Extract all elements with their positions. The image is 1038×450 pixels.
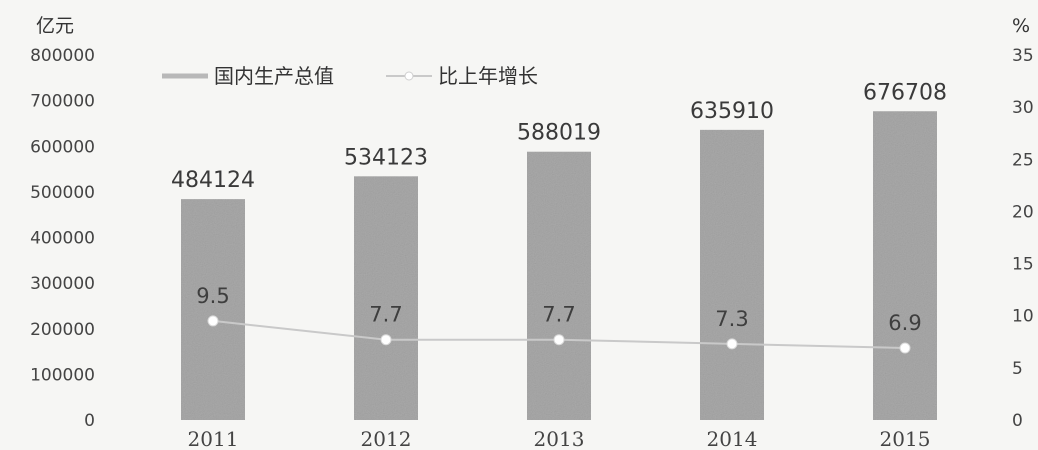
growth-value-label: 7.7 — [369, 303, 402, 327]
left-axis-tick-label: 700000 — [30, 92, 95, 112]
left-axis-unit: 亿元 — [36, 15, 74, 37]
growth-point — [726, 338, 738, 350]
growth-value-label: 7.7 — [542, 303, 575, 327]
growth-point — [553, 334, 565, 346]
left-axis-tick-label: 500000 — [30, 183, 95, 203]
legend-line-marker — [404, 71, 414, 81]
gdp-value-label: 534123 — [344, 145, 428, 170]
left-axis-tick-label: 800000 — [30, 46, 95, 66]
left-axis-tick-label: 0 — [84, 411, 95, 431]
growth-point — [899, 342, 911, 354]
right-axis-tick-label: 30 — [1012, 98, 1034, 118]
left-axis-tick-label: 300000 — [30, 274, 95, 294]
left-axis-ticks: 800000 700000 600000 500000 400000 300000 2000… — [30, 46, 95, 431]
gdp-value-label: 588019 — [517, 121, 601, 146]
gdp-bar — [181, 199, 245, 420]
x-axis-label: 2015 — [880, 427, 931, 450]
right-axis-tick-label: 20 — [1012, 202, 1034, 222]
x-axis-label: 2012 — [361, 427, 412, 450]
growth-point — [380, 334, 392, 346]
growth-value-label: 9.5 — [196, 284, 229, 308]
data-labels: 484124 534123 588019 635910 676708 9.5 7.7 7.7 7… — [171, 80, 947, 335]
legend-bar-label: 国内生产总值 — [214, 64, 334, 88]
left-axis-tick-label: 400000 — [30, 229, 95, 249]
growth-point — [207, 315, 219, 327]
gdp-value-label: 635910 — [690, 99, 774, 124]
bar-series — [181, 111, 937, 421]
right-axis-tick-label: 15 — [1012, 255, 1034, 275]
right-axis-unit: % — [1012, 15, 1030, 37]
growth-value-label: 7.3 — [715, 307, 748, 331]
right-axis-tick-label: 0 — [1012, 411, 1023, 431]
left-axis-tick-label: 600000 — [30, 137, 95, 157]
right-axis-tick-label: 5 — [1012, 359, 1023, 379]
legend: 国内生产总值 比上年增长 — [162, 64, 538, 88]
growth-line-series — [207, 315, 911, 354]
right-axis-tick-label: 25 — [1012, 150, 1034, 170]
gdp-value-label: 484124 — [171, 168, 255, 193]
gdp-bar — [873, 111, 937, 420]
right-axis-tick-label: 10 — [1012, 307, 1034, 327]
growth-value-label: 6.9 — [888, 311, 921, 335]
x-axis-labels: 2011 2012 2013 2014 2015 — [188, 427, 931, 450]
legend-line-label: 比上年增长 — [438, 64, 538, 88]
right-axis-tick-label: 35 — [1012, 46, 1034, 66]
left-axis-tick-label: 100000 — [30, 365, 95, 385]
gdp-bar — [700, 129, 764, 420]
gdp-value-label: 676708 — [863, 80, 947, 105]
x-axis-label: 2014 — [707, 427, 758, 450]
gdp-bar — [527, 151, 591, 421]
x-axis-label: 2011 — [188, 427, 239, 450]
left-axis-tick-label: 200000 — [30, 320, 95, 340]
right-axis-ticks: 35 30 25 20 15 10 5 0 — [1012, 46, 1034, 431]
gdp-bar — [354, 176, 418, 420]
x-axis-label: 2013 — [534, 427, 585, 450]
